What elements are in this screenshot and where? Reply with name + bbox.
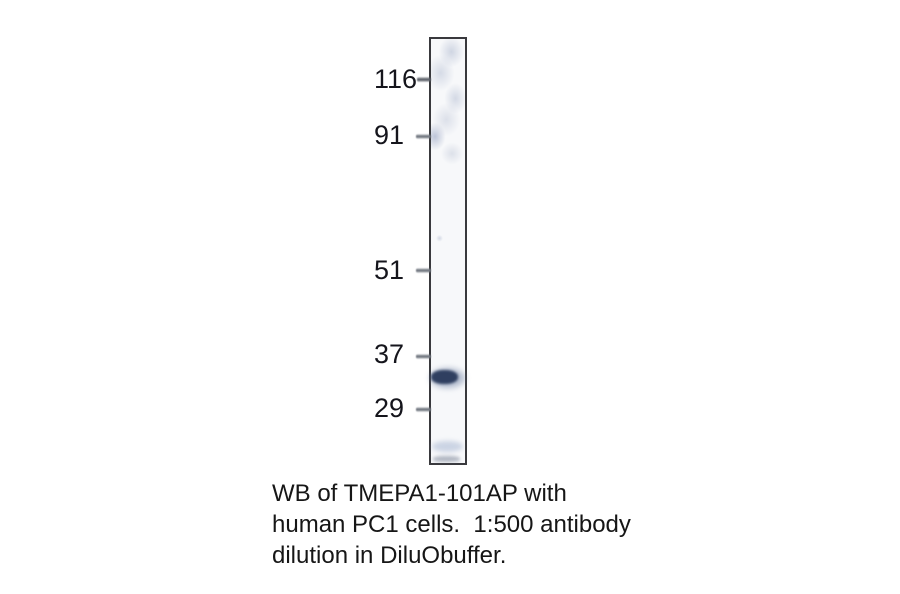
marker-tick-91 (416, 134, 431, 139)
caption-line-2: human PC1 cells. 1:500 antibody (272, 511, 631, 538)
blot-lane (429, 37, 467, 465)
marker-label-29: 29 (374, 393, 405, 423)
marker-label-51: 51 (374, 255, 405, 285)
caption-line-1: WB of TMEPA1-101AP with (272, 480, 567, 507)
marker-label-91: 91 (374, 120, 405, 150)
marker-tick-29 (416, 407, 431, 412)
marker-tick-116 (417, 77, 431, 82)
marker-tick-37 (416, 354, 431, 359)
marker-label-37: 37 (374, 339, 405, 369)
bottom-smudge (433, 456, 460, 462)
protein-band (431, 370, 458, 384)
caption-line-3: dilution in DiluObuffer. (272, 542, 507, 569)
marker-tick-51 (416, 268, 431, 273)
figure-caption: WB of TMEPA1-101AP with human PC1 cells.… (272, 478, 631, 571)
faint-band (432, 441, 463, 452)
marker-label-116: 116 (374, 64, 418, 94)
